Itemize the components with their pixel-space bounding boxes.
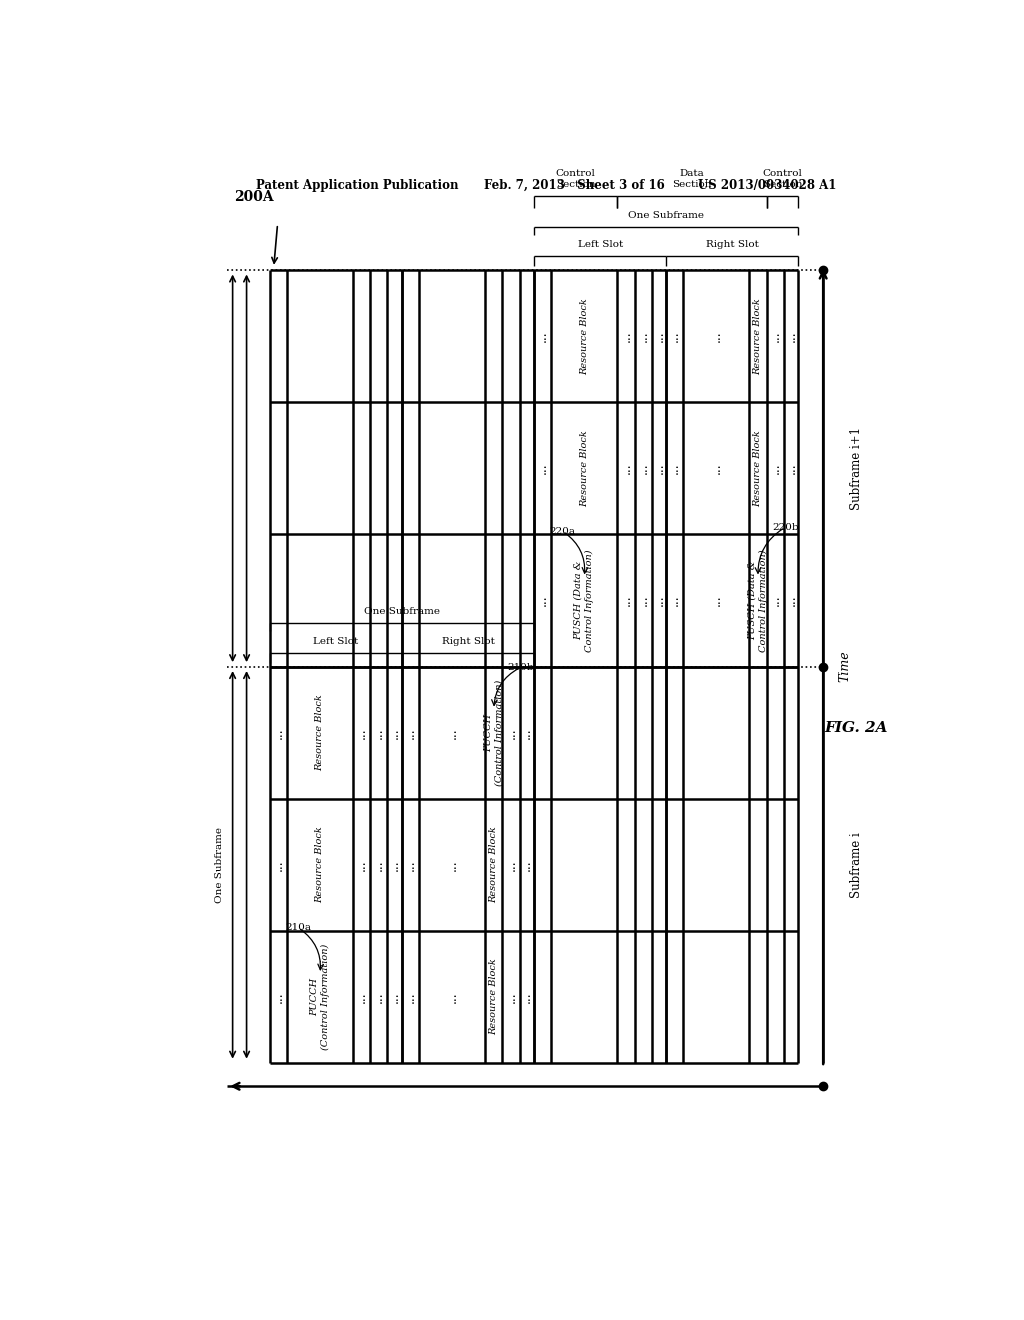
- Text: ...: ...: [373, 727, 385, 738]
- Text: PUSCH (Data &
Control Information): PUSCH (Data & Control Information): [574, 549, 595, 652]
- Text: ...: ...: [620, 330, 633, 342]
- Text: ...: ...: [669, 330, 681, 342]
- Text: Time: Time: [839, 651, 851, 682]
- Text: ...: ...: [784, 595, 798, 606]
- Text: Subframe i+1: Subframe i+1: [850, 426, 863, 510]
- Text: ...: ...: [652, 330, 666, 342]
- Text: Left Slot: Left Slot: [313, 636, 358, 645]
- Text: ...: ...: [388, 859, 401, 871]
- Text: 210a: 210a: [286, 923, 311, 932]
- Text: Resource Block: Resource Block: [754, 430, 763, 507]
- Text: ...: ...: [505, 859, 517, 871]
- Text: ...: ...: [537, 462, 549, 474]
- Text: ...: ...: [505, 991, 517, 1003]
- Text: Resource Block: Resource Block: [489, 958, 499, 1035]
- Text: Control
Section: Control Section: [763, 169, 803, 189]
- Text: PUSCH (Data &
Control Information): PUSCH (Data & Control Information): [748, 549, 768, 652]
- Text: PUCCH
(Control Information): PUCCH (Control Information): [310, 944, 330, 1051]
- Text: ...: ...: [520, 991, 534, 1003]
- Text: ...: ...: [652, 462, 666, 474]
- Text: ...: ...: [669, 462, 681, 474]
- Text: ...: ...: [272, 727, 285, 738]
- Text: ...: ...: [637, 330, 649, 342]
- Text: FIG. 2A: FIG. 2A: [824, 721, 888, 735]
- Text: ...: ...: [355, 991, 369, 1003]
- Text: Resource Block: Resource Block: [489, 826, 499, 903]
- Text: PUCCH
(Control Information): PUCCH (Control Information): [483, 680, 504, 785]
- Text: Left Slot: Left Slot: [578, 240, 623, 249]
- Text: ...: ...: [373, 859, 385, 871]
- Text: Data
Section: Data Section: [672, 169, 712, 189]
- Text: ...: ...: [404, 859, 417, 871]
- Text: ...: ...: [637, 595, 649, 606]
- Text: ...: ...: [404, 727, 417, 738]
- Text: ...: ...: [784, 330, 798, 342]
- Text: Patent Application Publication: Patent Application Publication: [256, 178, 459, 191]
- Text: ...: ...: [769, 462, 781, 474]
- Text: Resource Block: Resource Block: [315, 826, 325, 903]
- Text: Resource Block: Resource Block: [754, 298, 763, 375]
- Text: ...: ...: [769, 595, 781, 606]
- Text: ...: ...: [445, 859, 459, 871]
- Text: One Subframe: One Subframe: [364, 607, 440, 616]
- Text: US 2013/0034028 A1: US 2013/0034028 A1: [697, 178, 836, 191]
- Text: Right Slot: Right Slot: [706, 240, 759, 249]
- Text: Resource Block: Resource Block: [580, 430, 589, 507]
- Text: ...: ...: [669, 595, 681, 606]
- Text: Resource Block: Resource Block: [315, 694, 325, 771]
- Text: 220a: 220a: [550, 527, 575, 536]
- Text: ...: ...: [784, 462, 798, 474]
- Text: One Subframe: One Subframe: [629, 211, 705, 220]
- Text: ...: ...: [355, 727, 369, 738]
- Text: ...: ...: [520, 727, 534, 738]
- Text: Control
Section: Control Section: [556, 169, 596, 189]
- Text: 210b: 210b: [508, 663, 535, 672]
- Text: ...: ...: [710, 595, 723, 606]
- Text: ...: ...: [404, 991, 417, 1003]
- Text: ...: ...: [537, 330, 549, 342]
- Text: Feb. 7, 2013   Sheet 3 of 16: Feb. 7, 2013 Sheet 3 of 16: [484, 178, 666, 191]
- Text: ...: ...: [445, 991, 459, 1003]
- Text: ...: ...: [445, 727, 459, 738]
- Text: ...: ...: [769, 330, 781, 342]
- Text: Right Slot: Right Slot: [441, 636, 495, 645]
- Text: ...: ...: [505, 727, 517, 738]
- Text: Resource Block: Resource Block: [580, 298, 589, 375]
- Text: One Subframe: One Subframe: [215, 826, 224, 903]
- Text: ...: ...: [272, 859, 285, 871]
- Text: ...: ...: [520, 859, 534, 871]
- Text: 220b: 220b: [772, 523, 799, 532]
- Text: ...: ...: [388, 727, 401, 738]
- Text: ...: ...: [355, 859, 369, 871]
- Text: ...: ...: [637, 462, 649, 474]
- Text: 200A: 200A: [234, 190, 274, 203]
- Text: ...: ...: [620, 595, 633, 606]
- Text: ...: ...: [373, 991, 385, 1003]
- Text: ...: ...: [388, 991, 401, 1003]
- Text: ...: ...: [272, 991, 285, 1003]
- Text: ...: ...: [710, 462, 723, 474]
- Text: Subframe i: Subframe i: [850, 832, 863, 898]
- Text: ...: ...: [652, 595, 666, 606]
- Text: ...: ...: [537, 595, 549, 606]
- Text: ...: ...: [620, 462, 633, 474]
- Text: ...: ...: [710, 330, 723, 342]
